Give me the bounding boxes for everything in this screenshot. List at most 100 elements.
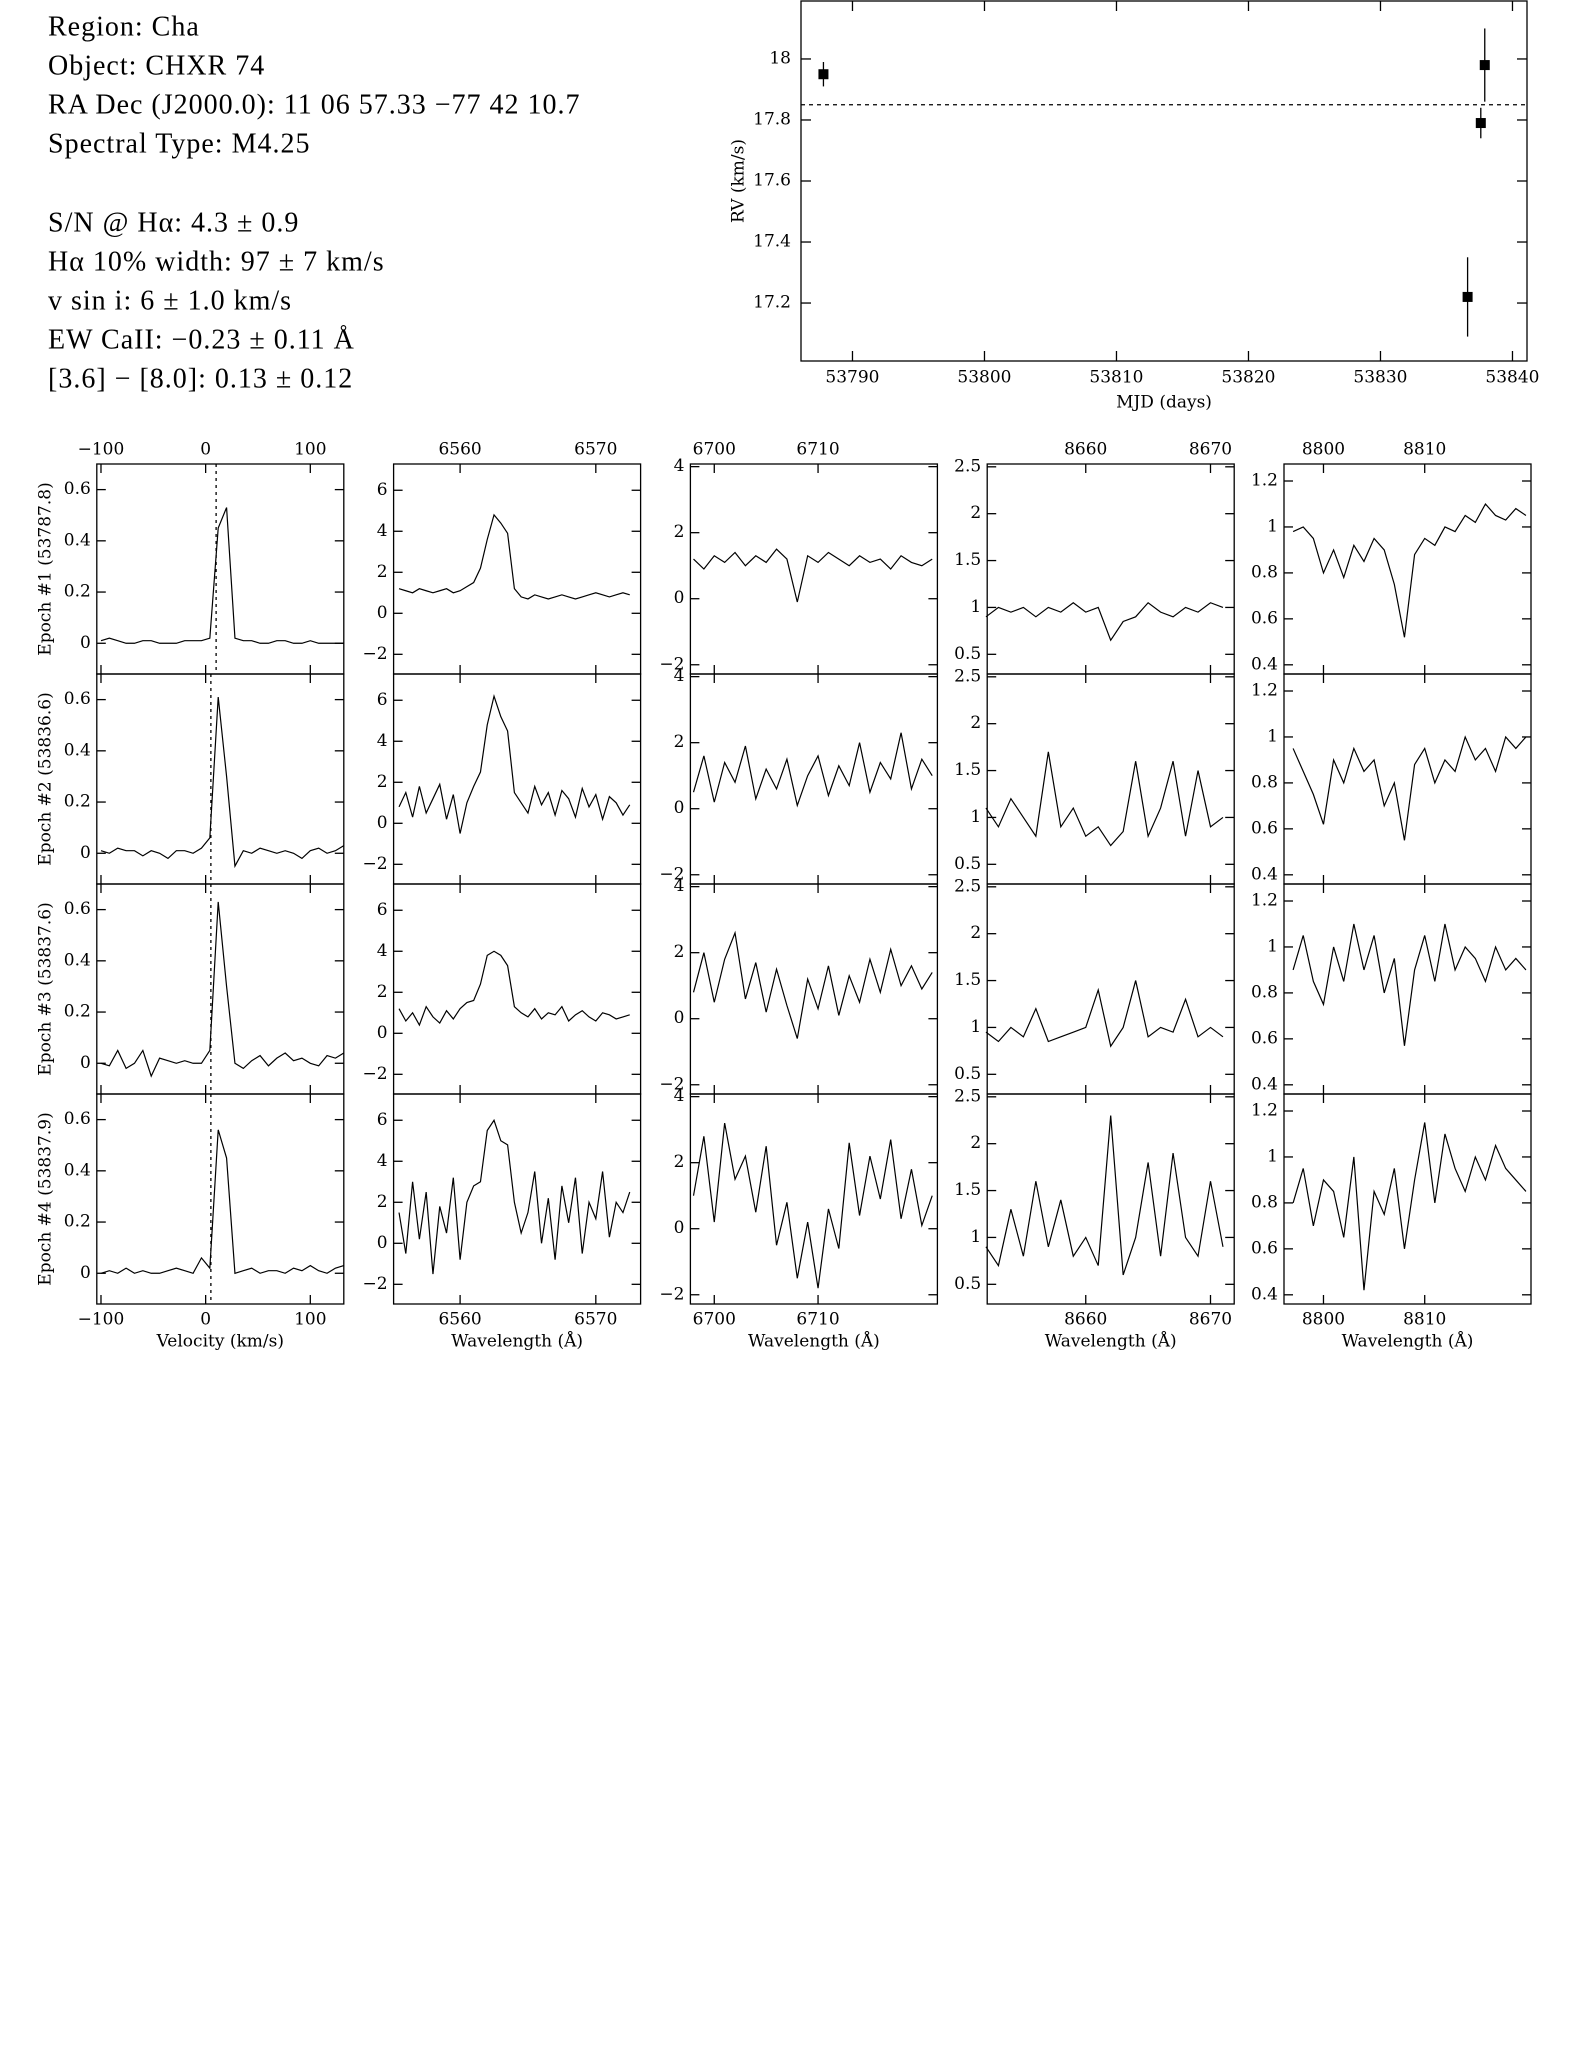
x-tick-label: −100 (78, 1310, 125, 1330)
y-tick-label: 6 (377, 1110, 388, 1130)
y-tick-label: 1.2 (1251, 891, 1278, 911)
y-tick-label: 1 (1267, 936, 1278, 956)
info-line: Spectral Type: M4.25 (48, 128, 310, 159)
x-tick-label: 100 (294, 1310, 326, 1330)
y-tick-label: 2 (377, 772, 388, 792)
spectrum-line (1292, 923, 1527, 1046)
info-line: EW CaII: −0.23 ± 0.11 Å (48, 324, 355, 355)
x-axis-label: Velocity (km/s) (156, 1332, 284, 1352)
x-tick-label-top: 6560 (438, 440, 481, 460)
info-line: S/N @ Hα: 4.3 ± 0.9 (48, 207, 299, 238)
x-axis-label: Wavelength (Å) (1045, 1331, 1177, 1352)
epoch-label: Epoch #3 (53837.6) (36, 902, 56, 1075)
info-line: [3.6] − [8.0]: 0.13 ± 0.12 (48, 363, 353, 394)
y-tick-label: 0 (674, 798, 685, 818)
y-tick-label: 0.2 (64, 792, 91, 812)
x-tick-label: 0 (200, 1310, 211, 1330)
y-tick-label: 4 (674, 456, 685, 476)
y-tick-label: 2 (674, 732, 685, 752)
y-tick-label: −2 (659, 654, 684, 674)
spectrum-line (692, 732, 933, 808)
panel-frame (392, 1093, 642, 1305)
y-tick-label: 1.5 (954, 970, 981, 990)
y-tick-label: 0 (377, 1023, 388, 1043)
y-tick-label: 0.5 (954, 644, 981, 664)
x-axis-label: Wavelength (Å) (748, 1331, 880, 1352)
y-tick-label: 2 (377, 1192, 388, 1212)
x-tick-label: 53840 (1485, 368, 1539, 388)
epoch-label: Epoch #1 (53787.8) (36, 482, 56, 655)
y-tick-label: 2 (970, 1133, 981, 1153)
x-tick-label-top: 6700 (693, 440, 736, 460)
y-tick-label: 0.5 (954, 1274, 981, 1294)
y-tick-label: −2 (659, 864, 684, 884)
y-tick-label: 17.6 (753, 171, 791, 191)
y-tick-label: 0.4 (64, 950, 91, 970)
y-tick-label: 2 (970, 713, 981, 733)
y-tick-label: 4 (377, 731, 388, 751)
y-tick-label: 0 (674, 588, 685, 608)
y-tick-label: 0.5 (954, 1064, 981, 1084)
rv-point (1462, 291, 1473, 302)
x-tick-label: 8670 (1189, 1310, 1232, 1330)
spectrum-line (985, 980, 1224, 1048)
y-tick-label: 0.6 (64, 1109, 91, 1129)
spectrum-line (398, 950, 630, 1027)
y-tick-label: 0 (80, 843, 91, 863)
y-tick-label: 1 (970, 597, 981, 617)
info-line: RA Dec (J2000.0): 11 06 57.33 −77 42 10.… (48, 89, 581, 120)
spectrum-line (1292, 1122, 1527, 1291)
y-tick-label: 4 (674, 1086, 685, 1106)
epoch-label: Epoch #4 (53837.9) (36, 1112, 56, 1285)
spectrum-line (692, 1122, 933, 1289)
y-tick-label: 0.8 (1251, 772, 1278, 792)
y-tick-label: 2.5 (954, 456, 981, 476)
panel-frame (986, 1093, 1235, 1305)
x-tick-label: 6700 (693, 1310, 736, 1330)
x-tick-label: 8660 (1064, 1310, 1107, 1330)
y-tick-label: 0 (80, 1263, 91, 1283)
y-tick-label: −2 (363, 854, 388, 874)
y-tick-label: 4 (377, 1151, 388, 1171)
spectrum-line (1292, 502, 1527, 638)
spectrum-line (100, 696, 345, 869)
info-line: Object: CHXR 74 (48, 50, 265, 81)
y-tick-label: 0.4 (64, 740, 91, 760)
x-tick-label-top: 6710 (796, 440, 839, 460)
y-tick-label: 1 (970, 1017, 981, 1037)
y-tick-label: 0.6 (1251, 608, 1278, 628)
spectrum-line (693, 548, 933, 603)
y-tick-label: 0.2 (64, 1002, 91, 1022)
y-tick-label: 17.2 (753, 293, 791, 313)
y-tick-label: 0.8 (1251, 982, 1278, 1002)
y-tick-label: 0.2 (64, 1212, 91, 1232)
x-tick-label: 6710 (796, 1310, 839, 1330)
y-tick-label: 17.4 (753, 232, 791, 252)
panel-frame (689, 1093, 939, 1305)
y-tick-label: 2.5 (954, 666, 981, 686)
y-tick-label: −2 (659, 1074, 684, 1094)
y-tick-label: 0.4 (1251, 654, 1278, 674)
y-tick-label: 0.4 (1251, 1284, 1278, 1304)
y-tick-label: 0.6 (64, 899, 91, 919)
y-tick-label: 2 (674, 942, 685, 962)
x-tick-label: 8800 (1302, 1310, 1345, 1330)
y-tick-label: 6 (377, 900, 388, 920)
spectrum-line (398, 693, 631, 834)
y-tick-label: 0.4 (64, 1160, 91, 1180)
spectrum-line (100, 901, 345, 1078)
x-tick-label: 53810 (1089, 368, 1143, 388)
y-tick-label: 17.8 (753, 109, 791, 129)
epoch-label: Epoch #2 (53836.6) (36, 692, 56, 865)
x-tick-label-top: 8810 (1403, 440, 1446, 460)
y-tick-label: 2 (674, 522, 685, 542)
y-tick-label: 0.6 (1251, 1238, 1278, 1258)
y-tick-label: 6 (377, 690, 388, 710)
y-tick-label: 0.8 (1251, 562, 1278, 582)
x-tick-label-top: −100 (78, 440, 125, 460)
y-tick-label: 0.5 (954, 854, 981, 874)
y-tick-label: 2.5 (954, 876, 981, 896)
x-tick-label: 53820 (1221, 368, 1275, 388)
